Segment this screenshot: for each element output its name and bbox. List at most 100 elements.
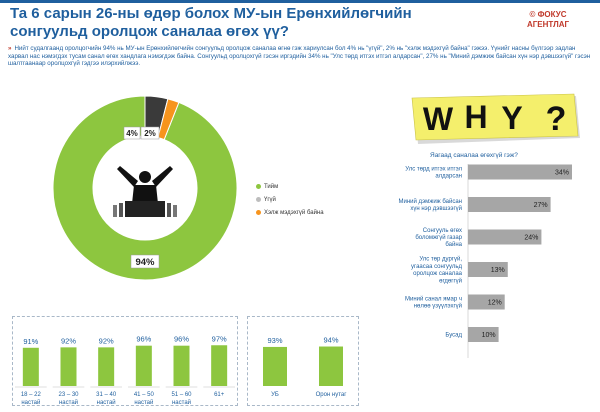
location-category-label: УБ (271, 392, 279, 398)
reason-bar (468, 197, 551, 212)
location-bar-chart: 93% УБ 94% Орон нутаг (263, 336, 348, 398)
age-bar (60, 347, 77, 386)
reason-row: 13% Улс төр дургүй, угаасаа сонгуульд оролц… (411, 256, 508, 285)
donut-chart: 94% 4% 2% (52, 95, 238, 281)
intro-paragraph: » Нийт судалгаанд оролцогчийн 94% нь МУ-ы… (8, 45, 592, 68)
location-value-label: 93% (267, 336, 282, 345)
reason-category-label: Сонгууль өгөх боломжгүй газар байна (415, 228, 462, 248)
intro-text: Нийт судалгаанд оролцогчийн 94% нь МУ-ын… (8, 45, 591, 68)
speaker-silhouette-icon (113, 166, 177, 217)
reason-row: 24% Сонгууль өгөх боломжгүй газар байна (415, 228, 542, 248)
donut-label-dont-know-text: 2% (144, 129, 156, 138)
donut-label-no: 4% (123, 126, 141, 140)
why-sticky-note: W H Y ? (411, 93, 580, 144)
reason-value-label: 27% (534, 202, 548, 209)
reason-value-label: 10% (482, 332, 496, 339)
brand-line-2: АГЕНТЛАГ (526, 20, 570, 29)
reason-bar (468, 262, 508, 277)
donut-label-yes-box (130, 254, 160, 269)
legend-label-dont-know: Хэлж мэдэхгүй байна (264, 209, 324, 216)
reason-row: 34% Улс төрд итгэх итгэл алдарсан (405, 164, 572, 180)
why-letter-question: ? (546, 100, 567, 138)
age-value-label: 92% (61, 336, 76, 345)
reasons-chart-title: Яагаад саналаа өгөхгүй гэж? (430, 152, 518, 159)
reason-bar (468, 164, 572, 180)
donut-slice-yes (52, 95, 238, 281)
legend-item-yes: Тийм (256, 180, 324, 193)
age-bar (135, 345, 152, 386)
age-category-sublabel: настай (97, 399, 116, 406)
legend-dot-dont-know (256, 210, 261, 215)
legend-item-no: Үгүй (256, 193, 324, 206)
location-value-label: 94% (323, 336, 338, 345)
age-category-label: 31 – 40 (96, 392, 117, 398)
reason-row: 27% Миний дэмжиж байсан хүн нэр дэвшээгүй (399, 197, 551, 212)
top-accent-bar (0, 0, 600, 3)
reason-value-label: 12% (488, 300, 502, 307)
reason-value-label: 24% (524, 235, 538, 242)
location-column: 93% УБ (263, 336, 287, 398)
age-category-label: 61+ (214, 392, 225, 398)
age-category-label: 41 – 50 (134, 392, 155, 398)
legend-dot-no (256, 197, 261, 202)
location-category-label: Орон нутаг (316, 392, 348, 398)
reason-value-label: 13% (491, 267, 505, 274)
donut-legend: Тийм Үгүй Хэлж мэдэхгүй байна (256, 180, 324, 219)
donut-label-yes: 94% (130, 254, 160, 269)
reason-category-label: Улс төр дургүй, угаасаа сонгуульд оролцож … (411, 256, 463, 285)
reason-row: 10% Бусад (445, 327, 499, 342)
age-category-label: 51 – 60 (171, 392, 192, 398)
age-category-sublabel: настай (21, 399, 40, 406)
location-panel (247, 316, 359, 406)
age-value-label: 97% (212, 334, 227, 343)
legend-dot-yes (256, 184, 261, 189)
reason-category-label: Улс төрд итгэх итгэл алдарсан (405, 166, 462, 179)
reason-category-label: Миний дэмжиж байсан хүн нэр дэвшээгүй (399, 198, 462, 212)
donut-label-yes-text: 94% (135, 257, 155, 268)
age-bar (98, 347, 115, 386)
age-group-panel (12, 316, 238, 406)
location-bar (263, 346, 287, 386)
why-letter-h: H (464, 99, 487, 135)
reason-category-label: Миний санал ямар ч нөлөө үзүүлэхгүй (405, 295, 462, 309)
why-letter-y: Y (501, 100, 522, 136)
age-category-label: 18 – 22 (21, 392, 42, 398)
age-category-sublabel: настай (59, 399, 78, 406)
donut-label-no-text: 4% (126, 129, 138, 138)
age-bar (173, 345, 190, 386)
reason-category-label: Бусад (445, 333, 462, 339)
reasons-bar-chart: 34% Улс төрд итгэх итгэл алдарсан 27% Миний … (399, 164, 572, 358)
age-category-sublabel: настай (172, 399, 191, 406)
age-value-label: 96% (174, 335, 189, 344)
donut-label-dont-know: 2% (140, 126, 160, 140)
reason-row: 12% Миний санал ямар ч нөлөө үзүүлэхгүй (405, 294, 505, 310)
brand-line-1: © ФОКУС (529, 10, 567, 19)
legend-label-yes: Тийм (264, 183, 279, 190)
age-category-sublabel: настай (134, 399, 153, 406)
age-category-label: 23 – 30 (58, 392, 79, 398)
page-title: Та 6 сарын 26-ны өдөр болох МУ-ын Ерөнхи… (10, 5, 412, 40)
reason-bar (468, 229, 542, 245)
age-group-column: 97% 61+ (203, 334, 235, 398)
reason-bar (468, 294, 505, 310)
location-bar (319, 346, 343, 386)
donut-label-dont-know-box (140, 126, 160, 140)
age-bar (211, 345, 228, 386)
age-value-label: 91% (23, 337, 38, 346)
reason-value-label: 34% (555, 170, 569, 177)
age-value-label: 96% (136, 335, 151, 344)
legend-label-no: Үгүй (264, 196, 276, 203)
reason-bar (468, 327, 499, 342)
donut-label-no-box (123, 126, 141, 140)
location-column: 94% Орон нутаг (316, 336, 348, 398)
brand-logo: © ФОКУС АГЕНТЛАГ (508, 10, 588, 30)
why-letter-w: W (423, 101, 454, 137)
bullet-mark: » (8, 45, 12, 52)
age-value-label: 92% (99, 336, 114, 345)
